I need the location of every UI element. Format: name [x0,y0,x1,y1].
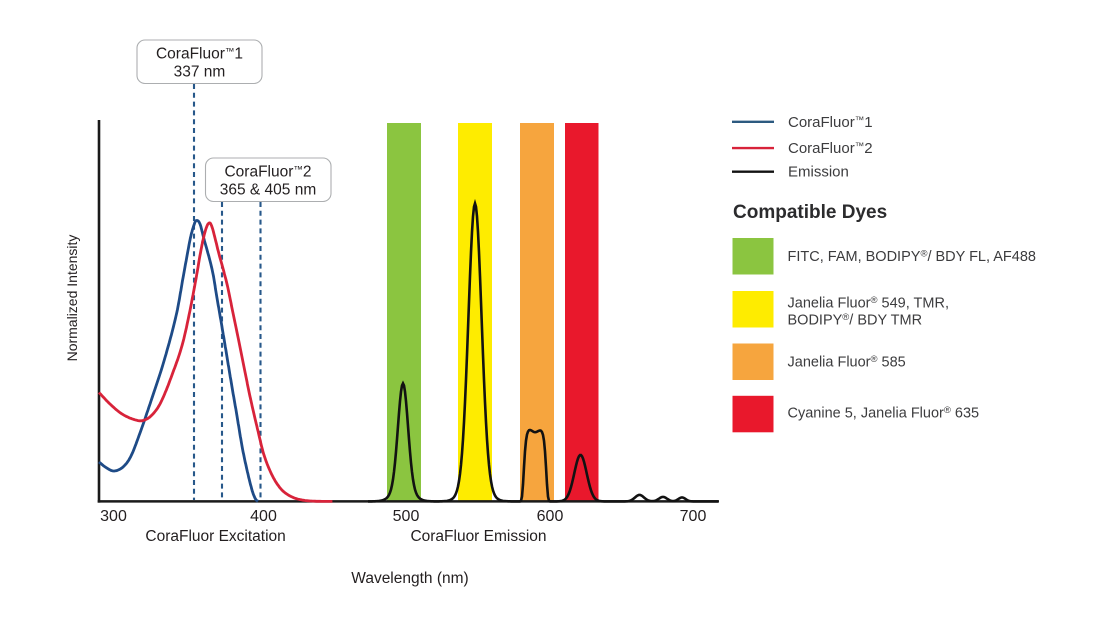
svg-text:Janelia Fluor®​ 585: Janelia Fluor®​ 585 [788,354,906,371]
svg-text:CoraFluor Emission: CoraFluor Emission [410,528,546,545]
svg-text:Wavelength (nm): Wavelength (nm) [351,570,468,587]
svg-text:Compatible Dyes: Compatible Dyes [733,202,887,223]
svg-text:Janelia Fluor®​ 549, TMR,: Janelia Fluor®​ 549, TMR, [788,295,949,312]
svg-text:700: 700 [680,508,707,525]
svg-text:CoraFluor™​1: CoraFluor™​1 [788,114,873,131]
svg-text:FITC, FAM, BODIPY®​/ BDY FL, A: FITC, FAM, BODIPY®​/ BDY FL, AF488 [788,249,1036,266]
svg-text:337 nm: 337 nm [174,64,226,81]
svg-text:365 & 405 nm: 365 & 405 nm [220,182,317,199]
svg-text:CoraFluor™​2: CoraFluor™​2 [224,164,311,181]
svg-text:500: 500 [393,508,420,525]
svg-text:CoraFluor™​2: CoraFluor™​2 [788,140,873,157]
svg-text:BODIPY®​/ BDY TMR: BODIPY®​/ BDY TMR [788,312,923,329]
svg-text:300: 300 [100,508,127,525]
svg-text:600: 600 [537,508,564,525]
svg-text:Cyanine 5, Janelia Fluor®​ 635: Cyanine 5, Janelia Fluor®​ 635 [788,405,980,422]
svg-text:CoraFluor Excitation: CoraFluor Excitation [145,528,285,545]
svg-text:400: 400 [250,508,277,525]
svg-text:Emission: Emission [788,164,849,181]
svg-text:CoraFluor™​1: CoraFluor™​1 [156,46,243,63]
svg-text:Normalized Intensity: Normalized Intensity [64,235,80,362]
